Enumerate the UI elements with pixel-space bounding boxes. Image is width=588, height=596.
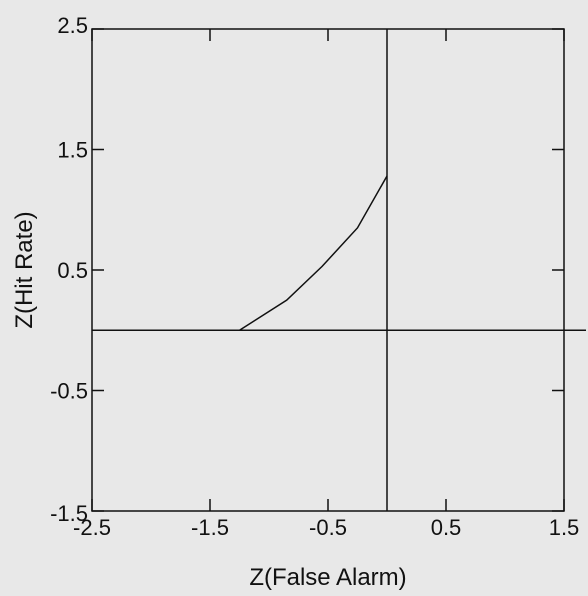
y-axis-label: Z(Hit Rate) — [11, 211, 38, 328]
x-tick-label: -1.5 — [191, 515, 229, 540]
y-tick-label: -0.5 — [50, 379, 88, 404]
y-tick-label: -1.5 — [50, 501, 88, 526]
x-tick-label: 1.5 — [549, 515, 580, 540]
x-tick-label: -0.5 — [309, 515, 347, 540]
reference-lines — [92, 29, 586, 511]
x-tick-label: -2.5 — [73, 515, 111, 540]
x-axis-label: Z(False Alarm) — [249, 564, 406, 591]
y-tick-label: 2.5 — [57, 13, 88, 38]
y-tick-label: 1.5 — [57, 138, 88, 163]
plot-frame — [91, 28, 565, 512]
series-line — [239, 175, 388, 331]
x-tick-label: 0.5 — [431, 515, 462, 540]
data-series — [239, 175, 388, 331]
y-tick-label: 0.5 — [57, 258, 88, 283]
axis-ticks: -2.5 -1.5 -0.5 0.5 1.5-1.5-0.50.51.52.5 — [50, 13, 579, 540]
